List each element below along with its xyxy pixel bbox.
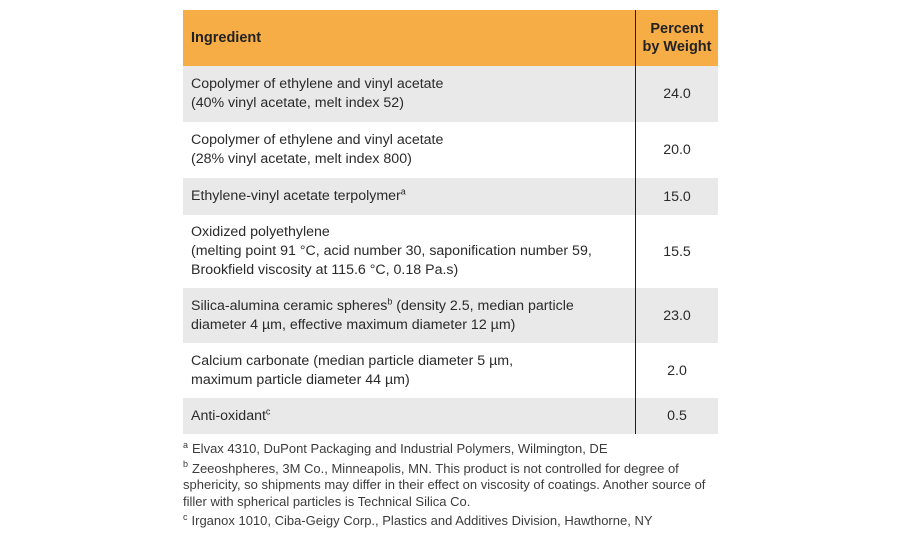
ingredient-cell: Copolymer of ethylene and vinyl acetate (… <box>183 122 635 178</box>
ingredient-line: Oxidized polyethylene <box>191 224 330 240</box>
ingredient-line: Silica-alumina ceramic spheres <box>191 297 388 314</box>
footnote: a Elvax 4310, DuPont Packaging and Indust… <box>183 439 728 458</box>
footnotes: a Elvax 4310, DuPont Packaging and Indust… <box>183 439 728 533</box>
table-row: Anti-oxidantc 0.5 <box>183 398 718 434</box>
ingredient-cell: Calcium carbonate (median particle diame… <box>183 343 635 398</box>
ingredient-cell: Anti-oxidantc <box>183 398 635 434</box>
table-header-row: Ingredient Percent by Weight <box>183 10 718 66</box>
ingredient-line: (40% vinyl acetate, melt index 52) <box>191 95 404 111</box>
ingredient-line: Anti-oxidant <box>191 407 266 424</box>
ingredient-line: maximum particle diameter 44 µm) <box>191 371 410 388</box>
footnote-mark: a <box>183 439 189 450</box>
footnote-mark: b <box>183 459 189 470</box>
ingredient-cell: Copolymer of ethylene and vinyl acetate (… <box>183 66 635 122</box>
ingredient-cell: Silica-alumina ceramic spheresb (density… <box>183 288 635 343</box>
table-row: Oxidized polyethylene (melting point 91 °… <box>183 215 718 288</box>
footnote: c Irganox 1010, Ciba-Geigy Corp., Plastic… <box>183 511 728 530</box>
header-percent-by-weight: Percent by Weight <box>635 10 718 66</box>
percent-cell: 20.0 <box>635 122 718 178</box>
ingredient-line: Copolymer of ethylene and vinyl acetate <box>191 76 444 92</box>
footnote-text: Elvax 4310, DuPont Packaging and Industr… <box>192 441 608 456</box>
footnote: b Zeeoshpheres, 3M Co., Minneapolis, MN. … <box>183 459 728 511</box>
percent-cell: 15.5 <box>635 215 718 288</box>
footnote-marker: b <box>387 295 393 306</box>
footnote-marker: c <box>265 405 271 416</box>
header-percent-line2: by Weight <box>642 39 712 55</box>
ingredient-line: (28% vinyl acetate, melt index 800) <box>191 151 412 167</box>
ingredient-line: (density 2.5, median particle <box>392 297 574 314</box>
footnote-mark: c <box>183 511 188 522</box>
footnote-text: Zeeoshpheres, 3M Co., Minneapolis, MN. T… <box>183 460 706 509</box>
ingredient-line: Calcium carbonate (median particle diame… <box>191 352 514 369</box>
ingredient-line: Brookfield viscosity at 115.6 °C, 0.18 P… <box>191 262 459 278</box>
table-row: Copolymer of ethylene and vinyl acetate (… <box>183 66 718 122</box>
ingredient-cell: Ethylene-vinyl acetate terpolymera <box>183 178 635 215</box>
table-row: Ethylene-vinyl acetate terpolymera 15.0 <box>183 178 718 215</box>
ingredient-line: Copolymer of ethylene and vinyl acetate <box>191 132 444 148</box>
formulation-table: Ingredient Percent by Weight Copolymer of… <box>183 10 718 434</box>
cut-off-caption-fragment <box>183 0 718 4</box>
ingredient-line: (melting point 91 °C, acid number 30, sa… <box>191 243 592 259</box>
table-row: Calcium carbonate (median particle diame… <box>183 343 718 398</box>
percent-cell: 2.0 <box>635 343 718 398</box>
header-percent-line1: Percent <box>650 21 704 37</box>
ingredient-line: diameter 4 µm, effective maximum diamete… <box>191 316 516 333</box>
header-ingredient: Ingredient <box>191 29 262 46</box>
percent-cell: 23.0 <box>635 288 718 343</box>
table-row: Copolymer of ethylene and vinyl acetate (… <box>183 122 718 178</box>
percent-cell: 24.0 <box>635 66 718 122</box>
percent-cell: 0.5 <box>635 398 718 434</box>
table-row: Silica-alumina ceramic spheresb (density… <box>183 288 718 343</box>
ingredient-line: Ethylene-vinyl acetate terpolymer <box>191 188 401 204</box>
footnote-marker: a <box>400 186 406 197</box>
footnote-text: Irganox 1010, Ciba-Geigy Corp., Plastics… <box>191 513 653 528</box>
percent-cell: 15.0 <box>635 178 718 215</box>
ingredient-cell: Oxidized polyethylene (melting point 91 °… <box>183 215 635 288</box>
